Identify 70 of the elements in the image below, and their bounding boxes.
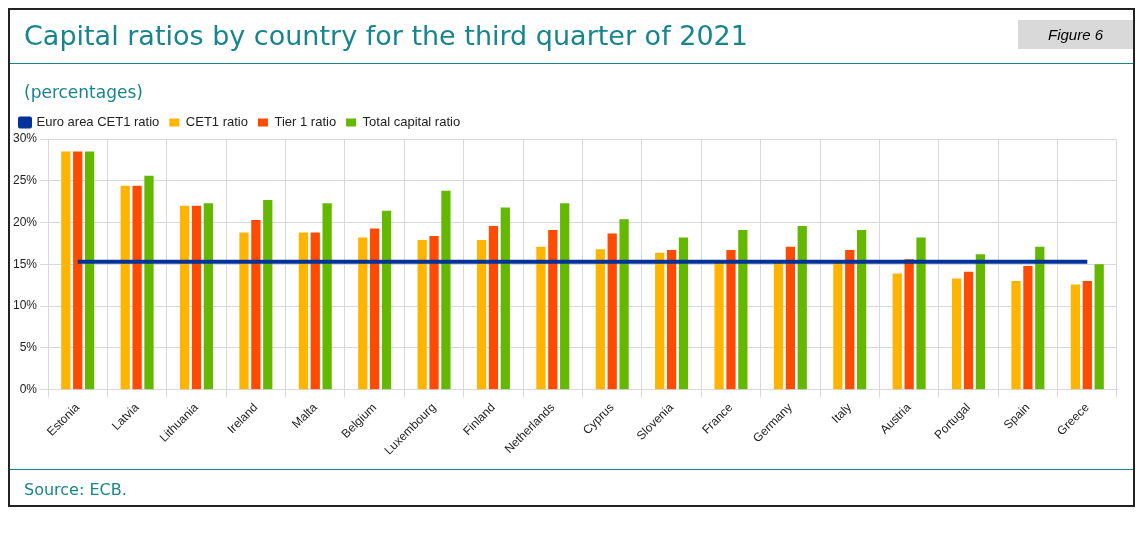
bar <box>607 233 617 390</box>
bar <box>488 225 499 390</box>
bar <box>203 203 213 390</box>
bar <box>179 205 190 390</box>
y-tick-label: 15% <box>12 256 38 271</box>
bar <box>833 262 843 390</box>
chart-title: Capital ratios by country for the third quarter of 2021 <box>24 20 748 51</box>
bar <box>239 232 249 390</box>
bar <box>560 203 570 390</box>
bar <box>73 151 83 390</box>
bar <box>132 185 142 390</box>
y-tick-label: 5% <box>19 340 38 355</box>
bar <box>678 237 689 390</box>
y-tick-label: 20% <box>12 214 38 229</box>
bar <box>251 220 261 390</box>
bar <box>358 237 368 390</box>
bar <box>441 190 451 390</box>
bar <box>738 230 748 390</box>
source-note: Source: ECB. <box>24 480 128 499</box>
bar <box>1070 284 1081 390</box>
bar <box>144 175 154 390</box>
caption: Figure 6 <box>1017 20 1133 49</box>
legend-label: CET1 ratio <box>185 114 248 130</box>
bar <box>370 228 380 390</box>
bar <box>381 210 392 390</box>
y-tick-label: 30% <box>12 131 38 146</box>
bar <box>963 271 974 390</box>
bar <box>773 261 784 390</box>
bar <box>1035 246 1045 390</box>
bar <box>1094 264 1104 390</box>
bar <box>61 151 71 390</box>
bar <box>263 199 273 390</box>
legend-label: Euro area CET1 ratio <box>36 114 160 130</box>
bar <box>429 235 439 390</box>
bar <box>476 240 487 390</box>
y-tick-label: 0% <box>19 381 38 396</box>
y-tick-label: 10% <box>12 298 38 313</box>
bar <box>298 232 309 390</box>
chart-subtitle: (percentages) <box>23 81 144 104</box>
bar <box>1023 266 1033 390</box>
bar <box>797 225 807 390</box>
bar <box>952 278 962 390</box>
bar <box>310 232 320 390</box>
legend-label: Tier 1 ratio <box>274 114 337 130</box>
bar <box>975 254 986 390</box>
bar <box>1011 281 1021 390</box>
bar <box>1082 281 1092 390</box>
bar <box>417 240 427 390</box>
bar <box>84 151 95 390</box>
bar <box>666 250 677 390</box>
bar <box>857 230 867 390</box>
bar <box>845 250 855 390</box>
bar <box>500 207 510 390</box>
bar <box>904 259 914 390</box>
bar <box>892 273 902 390</box>
y-tick-label: 25% <box>12 173 38 188</box>
x-tick-label: Italy <box>828 400 855 426</box>
bar <box>619 219 629 390</box>
bar <box>120 185 130 390</box>
bar <box>785 246 795 390</box>
bar <box>548 230 558 390</box>
bar <box>916 237 926 390</box>
bar <box>595 249 605 390</box>
bar <box>655 252 665 390</box>
bar <box>536 246 546 390</box>
bar <box>726 250 736 390</box>
bar <box>322 203 332 390</box>
bar <box>191 205 202 390</box>
legend-label: Total capital ratio <box>362 114 461 130</box>
bar <box>714 261 724 390</box>
